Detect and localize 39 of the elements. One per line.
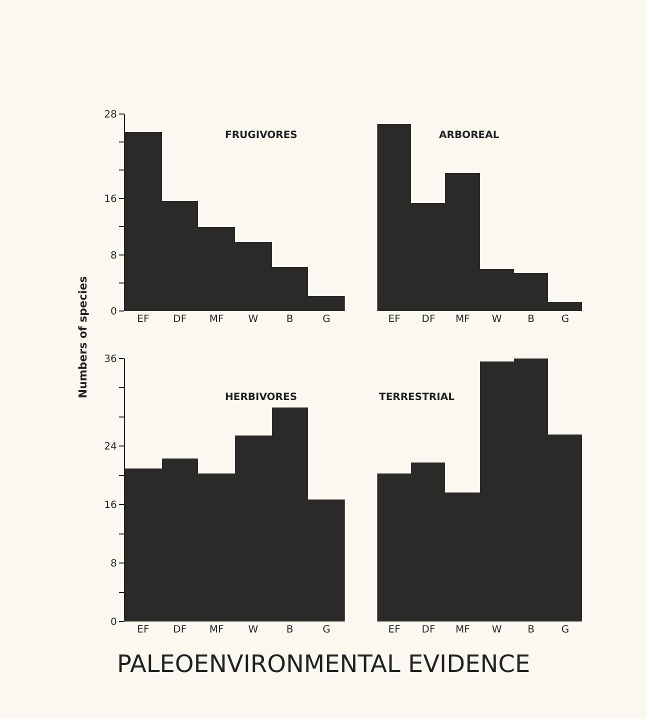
x-tick-label: B — [528, 314, 535, 326]
y-tick-label: 36 — [104, 354, 117, 365]
text: HERBIVORES — [225, 392, 298, 403]
y-tick-label: 0 — [110, 306, 117, 318]
y-tick-label: 16 — [104, 500, 117, 512]
x-tick-label: EF — [137, 624, 150, 636]
x-tick-label: B — [286, 624, 294, 636]
x-tick-label: MF — [209, 314, 224, 326]
x-tick-label: DF — [422, 624, 436, 636]
x-tick-label: G — [322, 314, 330, 326]
x-tick-label: W — [248, 624, 258, 636]
y-tick-label: 8 — [110, 250, 117, 262]
x-tick-label: W — [492, 314, 502, 326]
x-tick-label: W — [492, 624, 502, 636]
y-tick-label: 8 — [110, 558, 117, 570]
text: ARBOREAL — [439, 130, 500, 141]
x-tick-label: W — [248, 314, 258, 326]
y-tick-label: 28 — [104, 109, 117, 120]
x-tick-label: EF — [388, 314, 401, 326]
x-tick-label: G — [561, 624, 570, 636]
x-tick-label: B — [286, 314, 294, 326]
x-tick-label: MF — [209, 624, 224, 636]
y-axis-title: Numbers of species — [76, 276, 90, 398]
text: TERRESTRIAL — [379, 392, 456, 403]
y-tick-label: 0 — [110, 617, 117, 628]
x-tick-label: EF — [137, 314, 150, 326]
text: PALEOENVIRONMENTAL EVIDENCE — [117, 650, 530, 678]
x-tick-label: G — [322, 624, 330, 636]
x-tick-label: EF — [388, 624, 401, 636]
x-tick-label: B — [528, 624, 535, 636]
x-tick-label: DF — [173, 624, 187, 636]
x-tick-label: MF — [455, 624, 470, 636]
x-tick-label: DF — [173, 314, 187, 326]
x-tick-label: G — [561, 314, 570, 326]
x-tick-label: DF — [422, 314, 436, 326]
text: FRUGIVORES — [225, 130, 298, 141]
x-tick-label: MF — [455, 314, 470, 326]
y-tick-label: 24 — [104, 442, 117, 453]
y-tick-label: 16 — [104, 194, 117, 205]
